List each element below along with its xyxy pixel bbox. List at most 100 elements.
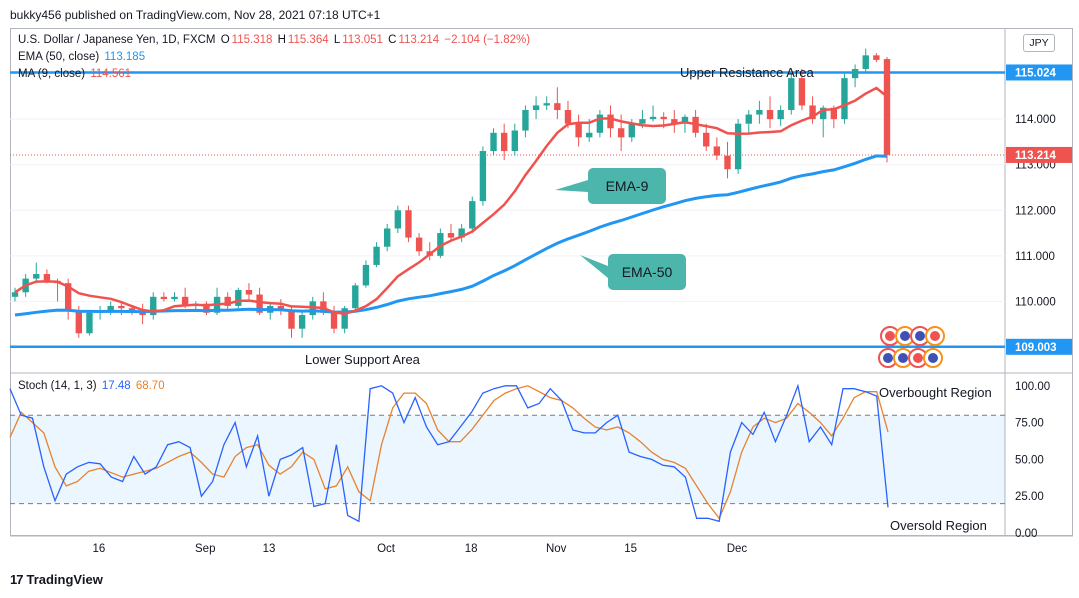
callout-box <box>608 254 686 290</box>
candle-body[interactable] <box>75 310 82 334</box>
ma-legend[interactable]: MA (9, close) 114.561 <box>18 68 133 80</box>
candle-body[interactable] <box>628 123 635 138</box>
candle-body[interactable] <box>181 296 189 306</box>
candle-body[interactable] <box>681 116 689 124</box>
ema9-callout[interactable]: EMA-9 <box>555 168 666 204</box>
candle-body[interactable] <box>532 105 540 111</box>
candle-body[interactable] <box>469 201 476 229</box>
candle-body[interactable] <box>352 285 359 309</box>
candle-body[interactable] <box>873 55 880 60</box>
candle-body[interactable] <box>490 132 497 152</box>
candle-body[interactable] <box>107 305 114 311</box>
candle-body[interactable] <box>862 55 869 70</box>
candle-body[interactable] <box>734 123 742 170</box>
candle-body[interactable] <box>33 274 40 279</box>
candle-body[interactable] <box>447 233 455 238</box>
candle-body[interactable] <box>660 116 667 120</box>
price-tick-label: 112.000 <box>1015 205 1056 217</box>
candle-body[interactable] <box>43 274 51 281</box>
candle-body[interactable] <box>724 155 731 170</box>
candle-body[interactable] <box>277 305 285 311</box>
candle-body[interactable] <box>384 228 391 247</box>
candle-body[interactable] <box>522 110 529 131</box>
candle-body[interactable] <box>405 210 412 238</box>
candle-body[interactable] <box>11 292 19 297</box>
candle-body[interactable] <box>118 305 125 309</box>
candle-body[interactable] <box>766 110 774 120</box>
candle-body[interactable] <box>64 283 72 311</box>
candle-body[interactable] <box>245 289 253 295</box>
candle-body[interactable] <box>607 114 614 129</box>
candle-body[interactable] <box>809 105 816 120</box>
candle-body[interactable] <box>756 110 763 115</box>
candle-body[interactable] <box>86 312 93 334</box>
currency-badge[interactable]: JPY <box>1023 34 1055 52</box>
candle-body[interactable] <box>798 78 806 106</box>
candle-body[interactable] <box>883 59 891 155</box>
candle-body[interactable] <box>235 289 242 306</box>
candle-body[interactable] <box>479 151 487 202</box>
event-flag-dot <box>883 353 893 363</box>
candle-body[interactable] <box>596 114 604 133</box>
open-key: O <box>220 34 230 46</box>
candle-body[interactable] <box>820 107 827 120</box>
candle-body[interactable] <box>362 264 370 286</box>
stoch-tick-label: 25.00 <box>1015 491 1044 503</box>
tradingview-footer[interactable]: 17 TradingView <box>10 572 103 587</box>
candle-body[interactable] <box>745 114 752 124</box>
candle-body[interactable] <box>554 103 561 111</box>
ema50-callout[interactable]: EMA-50 <box>580 254 686 290</box>
candle-body[interactable] <box>150 296 157 316</box>
event-flag-icon[interactable] <box>895 326 915 346</box>
time-tick-label: 13 <box>263 543 276 555</box>
candle-body[interactable] <box>841 78 848 120</box>
candle-body[interactable] <box>160 296 168 300</box>
candle-body[interactable] <box>330 312 338 329</box>
candle-body[interactable] <box>224 296 231 306</box>
candle-body[interactable] <box>564 110 572 124</box>
candle-body[interactable] <box>575 123 582 138</box>
stoch-k-line[interactable] <box>9 383 889 523</box>
candle-body[interactable] <box>830 107 838 120</box>
candle-body[interactable] <box>288 310 295 329</box>
candle-body[interactable] <box>256 294 263 313</box>
candle-body[interactable] <box>511 130 518 152</box>
stoch-d-value: 68.70 <box>135 380 165 392</box>
candle-body[interactable] <box>458 228 465 238</box>
brand-label: TradingView <box>26 572 103 587</box>
event-flag-icon[interactable] <box>925 326 945 346</box>
candle-body[interactable] <box>586 132 593 138</box>
symbol-label: U.S. Dollar / Japanese Yen, 1D, FXCM <box>18 34 216 46</box>
candle-body[interactable] <box>617 128 625 138</box>
candle-body[interactable] <box>298 315 306 329</box>
stoch-legend[interactable]: Stoch (14, 1, 3) 17.48 68.70 <box>18 380 167 392</box>
event-flag-dot <box>913 353 923 363</box>
candle-body[interactable] <box>171 296 178 300</box>
candle-body[interactable] <box>128 308 136 311</box>
candle-body[interactable] <box>373 246 380 265</box>
candle-body[interactable] <box>777 110 784 120</box>
candle-body[interactable] <box>649 116 657 120</box>
candle-body[interactable] <box>639 119 646 124</box>
event-flag-icon[interactable] <box>923 348 943 368</box>
stoch-band-fill <box>10 415 1005 504</box>
ma-value: 114.561 <box>90 68 132 80</box>
stoch-tick-label: 75.00 <box>1015 418 1044 430</box>
ema-value: 113.185 <box>104 51 146 63</box>
candle-body[interactable] <box>341 308 348 329</box>
candle-body[interactable] <box>394 210 402 229</box>
candle-body[interactable] <box>500 132 508 152</box>
candle-body[interactable] <box>713 146 721 156</box>
candle-body[interactable] <box>203 303 210 313</box>
candle-body[interactable] <box>671 119 678 124</box>
candle-body[interactable] <box>415 237 423 252</box>
ema-legend[interactable]: EMA (50, close) 113.185 <box>18 51 147 63</box>
candle-body[interactable] <box>703 132 710 147</box>
candle-body[interactable] <box>851 69 859 79</box>
tv-logo-icon: 17 <box>10 572 24 587</box>
candle-body[interactable] <box>543 103 550 106</box>
candle-body[interactable] <box>788 78 795 111</box>
ma9-line[interactable] <box>14 86 888 316</box>
candle-body[interactable] <box>437 233 444 256</box>
